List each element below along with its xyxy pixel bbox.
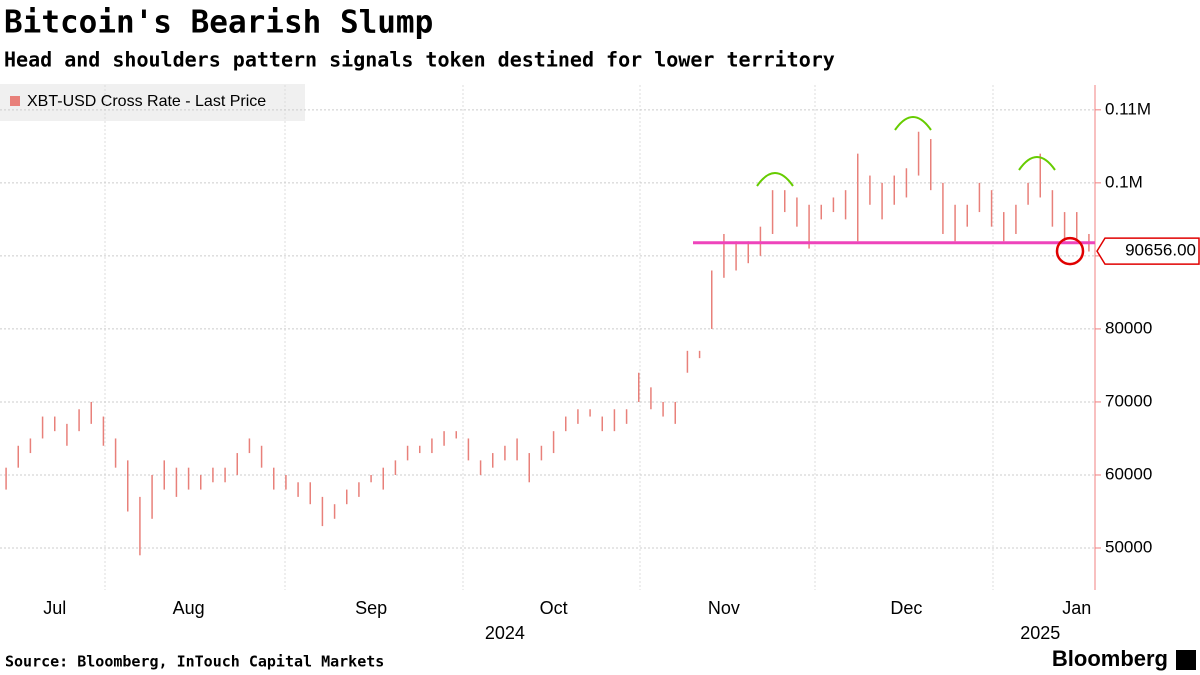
x-tick-label: Jan bbox=[1062, 598, 1091, 618]
source: Source: Bloomberg, InTouch Capital Marke… bbox=[5, 653, 384, 671]
legend-box bbox=[0, 84, 305, 121]
shoulder-arc bbox=[1018, 156, 1056, 171]
last-price-label: 90656.00 bbox=[1125, 241, 1196, 260]
x-tick-label: Dec bbox=[890, 598, 922, 618]
last-price-box bbox=[1096, 237, 1200, 265]
x-tick-label: Aug bbox=[173, 598, 205, 618]
brand: Bloomberg bbox=[1052, 646, 1168, 671]
y-tick-label: 0.11M bbox=[1105, 99, 1151, 118]
shoulder-arc bbox=[756, 172, 794, 187]
y-tick-label: 50000 bbox=[1105, 537, 1152, 556]
y-tick-label: 0.1M bbox=[1105, 172, 1143, 191]
shoulder-arc bbox=[894, 116, 932, 131]
x-tick-label: Nov bbox=[708, 598, 740, 618]
y-tick-label: 70000 bbox=[1105, 391, 1152, 410]
chart-subtitle: Head and shoulders pattern signals token… bbox=[4, 48, 835, 72]
highlight-circle bbox=[1055, 236, 1085, 266]
legend-label: XBT-USD Cross Rate - Last Price bbox=[27, 93, 266, 110]
y-tick-label: 60000 bbox=[1105, 464, 1152, 483]
x-tick-label: Oct bbox=[540, 598, 568, 618]
chart-title: Bitcoin's Bearish Slump bbox=[4, 5, 433, 41]
x-tick-label: Sep bbox=[355, 598, 387, 618]
y-tick-label: 80000 bbox=[1105, 318, 1152, 337]
brand-icon bbox=[1176, 650, 1196, 670]
year-label: 2024 bbox=[485, 623, 525, 643]
year-label: 2025 bbox=[1020, 623, 1060, 643]
legend-swatch bbox=[10, 96, 20, 106]
x-tick-label: Jul bbox=[43, 598, 66, 618]
